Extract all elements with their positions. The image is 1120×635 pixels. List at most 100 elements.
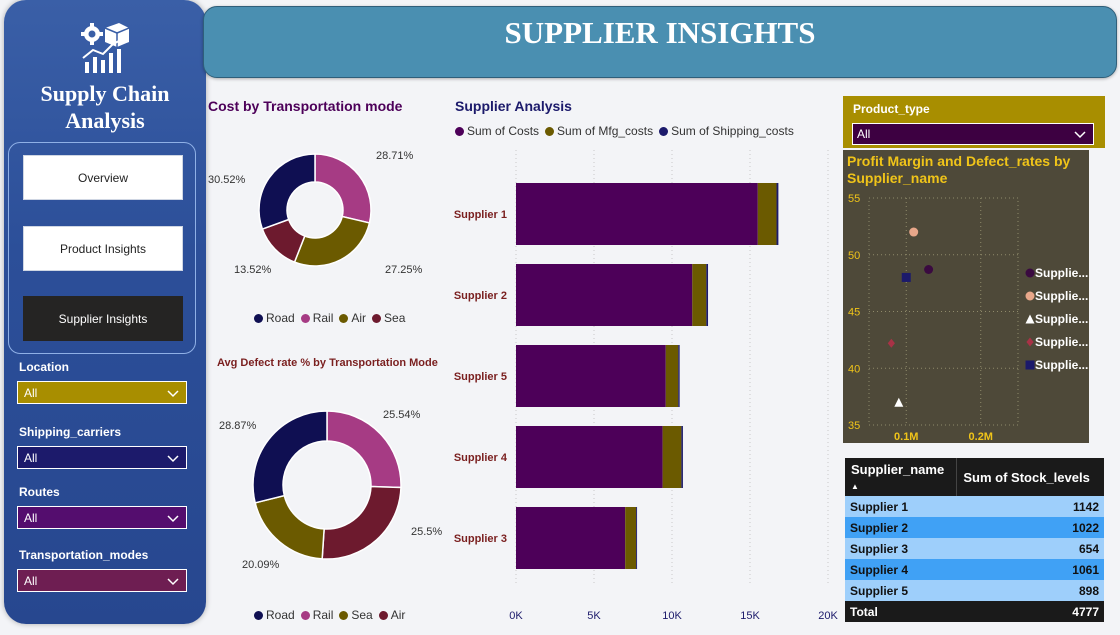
legend-label: Air (351, 311, 367, 325)
app-title: Supply Chain Analysis (4, 80, 206, 134)
y-category-label: Supplier 3 (454, 533, 507, 545)
pie-slice-road[interactable] (252, 410, 328, 504)
table-row[interactable]: Supplier 2 1022 (845, 517, 1104, 538)
x-tick-label: 0.2M (969, 431, 993, 443)
column-header-stock-levels[interactable]: Sum of Stock_levels (956, 458, 1104, 496)
x-tick-label: 5K (587, 610, 601, 622)
scatter-point[interactable] (924, 265, 934, 275)
table-header-row: Supplier_name ▲ Sum of Stock_levels (845, 458, 1104, 496)
legend-item: Air (339, 311, 366, 325)
column-header-supplier-name[interactable]: Supplier_name ▲ (845, 458, 957, 496)
bar-segment-sum-of-costs[interactable] (516, 507, 626, 569)
nav-overview-button[interactable]: Overview (23, 155, 183, 200)
legend-marker[interactable] (1025, 314, 1035, 324)
table-cell: Supplier 2 (845, 517, 957, 538)
page-title: SUPPLIER INSIGHTS (504, 15, 816, 50)
location-filter-value: All (24, 385, 38, 400)
shipping-carriers-filter-dropdown[interactable]: All (17, 446, 187, 469)
legend-item: Sea (372, 311, 405, 325)
shipping-carriers-filter-value: All (24, 450, 38, 465)
scatter-point[interactable] (894, 397, 904, 407)
x-tick-label: 20K (818, 610, 838, 622)
table-row[interactable]: Supplier 3 654 (845, 538, 1104, 559)
legend-item: Air (378, 608, 405, 622)
legend-label: Supplie... (1035, 289, 1088, 303)
bar-segment-sum-of-shipping-costs[interactable] (636, 507, 638, 569)
bar-segment-sum-of-costs[interactable] (516, 264, 693, 326)
product-type-value: All (857, 127, 871, 141)
plot-area (868, 197, 1019, 426)
supplier-analysis-chart-title: Supplier Analysis (455, 98, 572, 114)
legend-label: Sum of Shipping_costs (671, 124, 794, 138)
chevron-down-icon (167, 390, 179, 398)
scatter-point[interactable] (887, 338, 895, 348)
legend-marker[interactable] (1026, 337, 1034, 347)
x-tick-label: 0K (509, 610, 523, 622)
legend-label: Rail (312, 311, 334, 325)
defect-rate-chart-title: Avg Defect rate % by Transportation Mode (217, 357, 438, 369)
bar-segment-sum-of-mfg-costs[interactable] (662, 426, 682, 488)
bar-segment-sum-of-shipping-costs[interactable] (681, 426, 683, 488)
legend-label: Sea (384, 311, 406, 325)
scatter-point[interactable] (901, 272, 911, 282)
pie-slice-rail[interactable] (326, 410, 402, 489)
product-type-label: Product_type (853, 102, 930, 116)
table-cell: Supplier 3 (845, 538, 957, 559)
shipping-carriers-filter-label: Shipping_carriers (19, 425, 122, 439)
x-tick-label: 0.1M (894, 431, 918, 443)
y-tick-label: 55 (848, 193, 860, 205)
data-label: 13.52% (234, 264, 272, 276)
y-tick-label: 45 (848, 307, 860, 319)
bar-segment-sum-of-mfg-costs[interactable] (625, 507, 637, 569)
pie-slice-sea[interactable] (321, 485, 402, 560)
scatter-chart-title: Profit Margin and Defect_rates by Suppli… (847, 153, 1071, 186)
data-label: 20.09% (242, 559, 280, 571)
legend-marker[interactable] (1025, 268, 1035, 278)
legend-marker[interactable] (1025, 360, 1035, 370)
bar-segment-sum-of-mfg-costs[interactable] (665, 345, 679, 407)
supplier-analysis-legend: Sum of Costs Sum of Mfg_costs Sum of Shi… (455, 124, 794, 138)
bar-segment-sum-of-mfg-costs[interactable] (692, 264, 707, 326)
bar-segment-sum-of-costs[interactable] (516, 426, 663, 488)
chevron-down-icon (167, 515, 179, 523)
table-cell: Supplier 4 (845, 559, 957, 580)
table-cell: Total (845, 601, 957, 622)
table-row[interactable]: Supplier 1 1142 (845, 496, 1104, 517)
legend-item: Sum of Mfg_costs (545, 124, 653, 138)
bar-segment-sum-of-shipping-costs[interactable] (706, 264, 709, 326)
location-filter-dropdown[interactable]: All (17, 381, 187, 404)
transportation-modes-filter-dropdown[interactable]: All (17, 569, 187, 592)
table-cell: 1142 (956, 496, 1104, 517)
legend-label: Supplie... (1035, 335, 1088, 349)
defect-rate-donut-chart (252, 410, 402, 560)
cost-by-mode-chart-title: Cost by Transportation mode (208, 98, 403, 114)
data-label: 25.5% (411, 526, 443, 538)
bar-segment-sum-of-costs[interactable] (516, 345, 666, 407)
scatter-point[interactable] (909, 227, 919, 237)
data-label: 30.52% (208, 174, 246, 186)
pie-slice-air[interactable] (254, 494, 325, 560)
y-tick-label: 35 (848, 420, 860, 432)
legend-label: Supplie... (1035, 358, 1088, 372)
product-type-dropdown[interactable]: All (852, 123, 1094, 145)
supplier-analysis-bar-chart: 0K 5K 10K 15K 20K Supplier 1 Supplier 2 Supplie… (454, 150, 838, 622)
legend-label: Sea (351, 608, 373, 622)
legend-marker[interactable] (1025, 291, 1035, 301)
sort-asc-icon: ▲ (851, 482, 859, 491)
bar-segment-sum-of-shipping-costs[interactable] (678, 345, 680, 407)
nav-panel: Overview Product Insights Supplier Insig… (8, 142, 196, 354)
pie-slice-air[interactable] (293, 215, 371, 267)
bar-segment-sum-of-shipping-costs[interactable] (776, 183, 779, 245)
pie-slice-rail[interactable] (314, 153, 372, 224)
pie-slice-road[interactable] (258, 153, 316, 230)
y-tick-label: 50 (848, 250, 860, 262)
table-row[interactable]: Supplier 5 898 (845, 580, 1104, 601)
y-tick-label: 40 (848, 363, 860, 375)
bar-segment-sum-of-mfg-costs[interactable] (757, 183, 777, 245)
bar-segment-sum-of-costs[interactable] (516, 183, 758, 245)
table-row[interactable]: Supplier 4 1061 (845, 559, 1104, 580)
nav-product-insights-button[interactable]: Product Insights (23, 226, 183, 271)
nav-supplier-insights-button[interactable]: Supplier Insights (23, 296, 183, 341)
routes-filter-dropdown[interactable]: All (17, 506, 187, 529)
table-cell: Supplier 1 (845, 496, 957, 517)
